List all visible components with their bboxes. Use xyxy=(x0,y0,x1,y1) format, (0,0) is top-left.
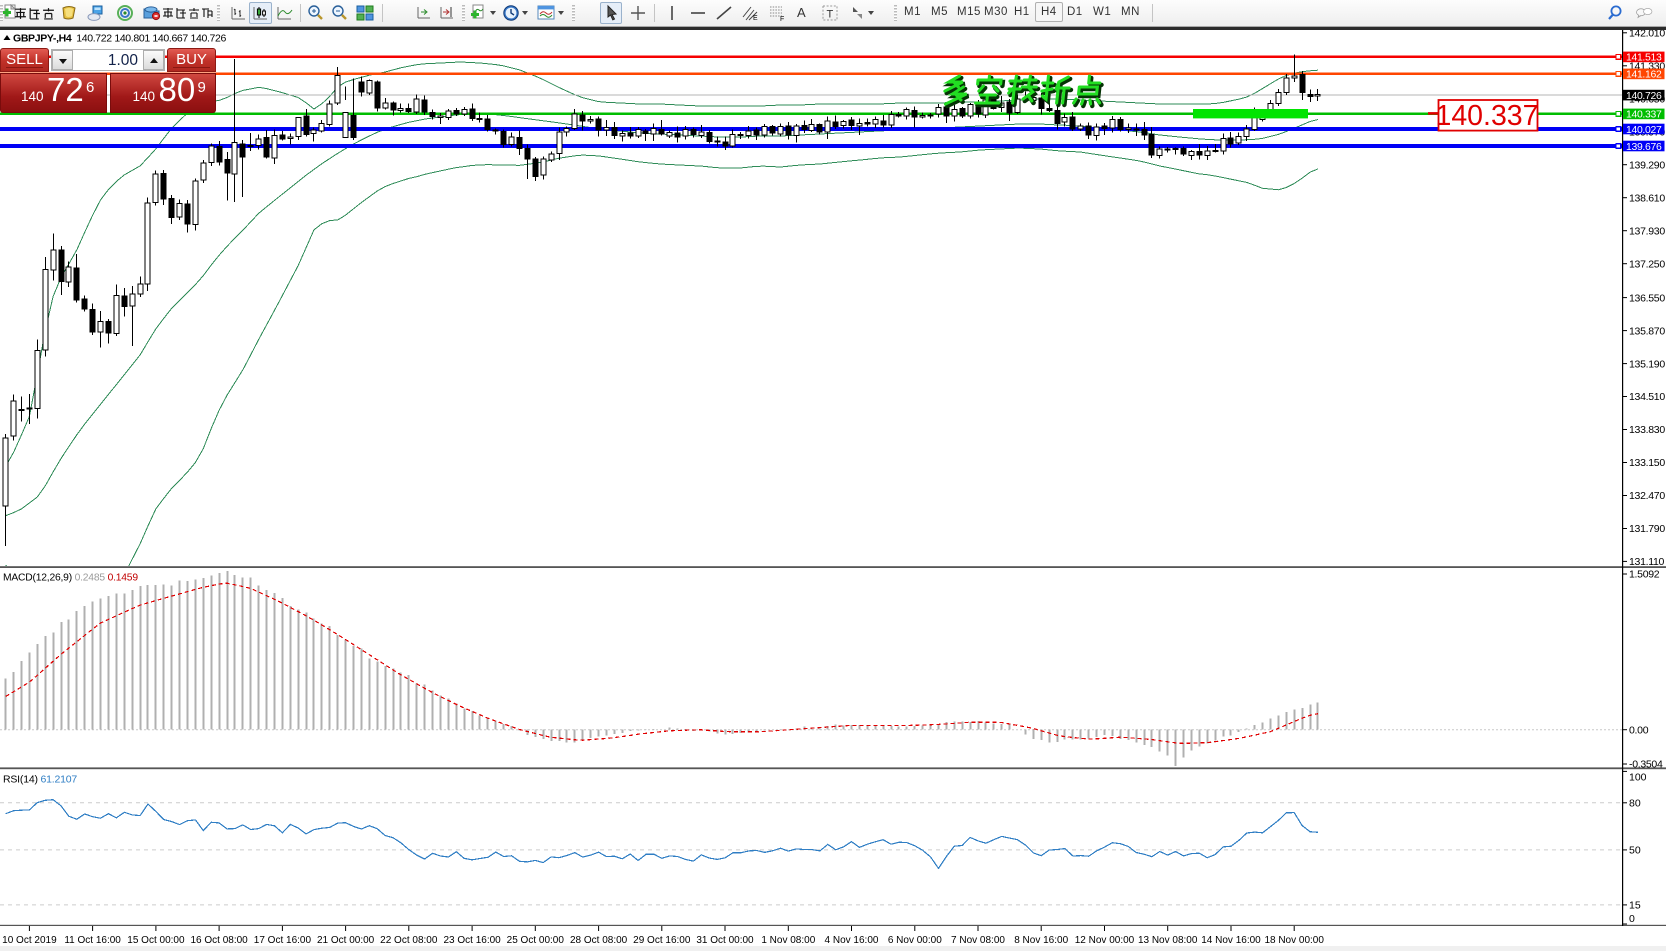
svg-text:140.027: 140.027 xyxy=(1626,125,1662,136)
svg-text:100: 100 xyxy=(1629,772,1647,784)
svg-text:0.00: 0.00 xyxy=(1629,724,1649,736)
svg-text:133.830: 133.830 xyxy=(1629,424,1665,436)
svg-text:139.676: 139.676 xyxy=(1626,142,1662,153)
svg-text:140.726: 140.726 xyxy=(1626,91,1662,102)
svg-text:80: 80 xyxy=(1629,798,1641,810)
svg-text:133.150: 133.150 xyxy=(1629,457,1665,469)
svg-text:22 Oct 08:00: 22 Oct 08:00 xyxy=(380,935,438,946)
svg-text:MACD(12,26,9) 0.2485 0.1459: MACD(12,26,9) 0.2485 0.1459 xyxy=(3,573,138,584)
svg-text:140.337: 140.337 xyxy=(1435,100,1538,132)
svg-text:RSI(14) 61.2107: RSI(14) 61.2107 xyxy=(3,774,77,786)
svg-text:21 Oct 00:00: 21 Oct 00:00 xyxy=(317,935,375,946)
svg-text:50: 50 xyxy=(1629,845,1641,857)
svg-text:136.550: 136.550 xyxy=(1629,292,1665,304)
svg-text:15: 15 xyxy=(1629,900,1641,912)
svg-text:137.250: 137.250 xyxy=(1629,258,1665,270)
svg-text:132.470: 132.470 xyxy=(1629,490,1665,502)
svg-text:139.290: 139.290 xyxy=(1629,159,1665,171)
svg-text:8 Nov 16:00: 8 Nov 16:00 xyxy=(1014,935,1068,946)
svg-text:10 Oct 2019: 10 Oct 2019 xyxy=(2,935,57,946)
svg-text:131.790: 131.790 xyxy=(1629,523,1665,535)
svg-text:F: F xyxy=(780,16,784,22)
svg-text:17 Oct 16:00: 17 Oct 16:00 xyxy=(254,935,312,946)
svg-text:131.110: 131.110 xyxy=(1629,556,1665,568)
svg-text:7 Nov 08:00: 7 Nov 08:00 xyxy=(951,935,1005,946)
svg-text:E: E xyxy=(753,15,758,22)
svg-text:141.162: 141.162 xyxy=(1626,70,1662,81)
svg-text:141.513: 141.513 xyxy=(1626,53,1662,64)
svg-text:134.510: 134.510 xyxy=(1629,391,1665,403)
svg-text:15 Oct 00:00: 15 Oct 00:00 xyxy=(127,935,185,946)
svg-text:T: T xyxy=(827,9,834,21)
svg-text:142.010: 142.010 xyxy=(1629,30,1665,40)
svg-text:GBPJPY-,H4 140.722 140.801 140: GBPJPY-,H4 140.722 140.801 140.667 140.7… xyxy=(13,33,226,45)
svg-text:12 Nov 00:00: 12 Nov 00:00 xyxy=(1075,935,1135,946)
svg-text:29 Oct 16:00: 29 Oct 16:00 xyxy=(633,935,691,946)
svg-text:137.930: 137.930 xyxy=(1629,225,1665,237)
svg-text:4 Nov 16:00: 4 Nov 16:00 xyxy=(825,935,879,946)
svg-text:14 Nov 16:00: 14 Nov 16:00 xyxy=(1201,935,1261,946)
svg-text:140.337: 140.337 xyxy=(1626,110,1662,121)
svg-text:16 Oct 08:00: 16 Oct 08:00 xyxy=(190,935,248,946)
svg-text:135.870: 135.870 xyxy=(1629,325,1665,337)
svg-text:23 Oct 16:00: 23 Oct 16:00 xyxy=(443,935,501,946)
svg-text:-0.3504: -0.3504 xyxy=(1629,759,1663,771)
svg-text:1.5092: 1.5092 xyxy=(1629,569,1660,581)
svg-text:6 Nov 00:00: 6 Nov 00:00 xyxy=(888,935,942,946)
svg-text:31 Oct 00:00: 31 Oct 00:00 xyxy=(696,935,754,946)
svg-text:1 Nov 08:00: 1 Nov 08:00 xyxy=(761,935,815,946)
svg-text:13 Nov 08:00: 13 Nov 08:00 xyxy=(1138,935,1198,946)
svg-text:25 Oct 00:00: 25 Oct 00:00 xyxy=(507,935,565,946)
svg-text:18 Nov 00:00: 18 Nov 00:00 xyxy=(1264,935,1324,946)
svg-text:138.610: 138.610 xyxy=(1629,192,1665,204)
svg-text:135.190: 135.190 xyxy=(1629,358,1665,370)
svg-text:11 Oct 16:00: 11 Oct 16:00 xyxy=(64,935,121,946)
svg-text:28 Oct 08:00: 28 Oct 08:00 xyxy=(570,935,628,946)
svg-text:0: 0 xyxy=(1629,913,1635,925)
